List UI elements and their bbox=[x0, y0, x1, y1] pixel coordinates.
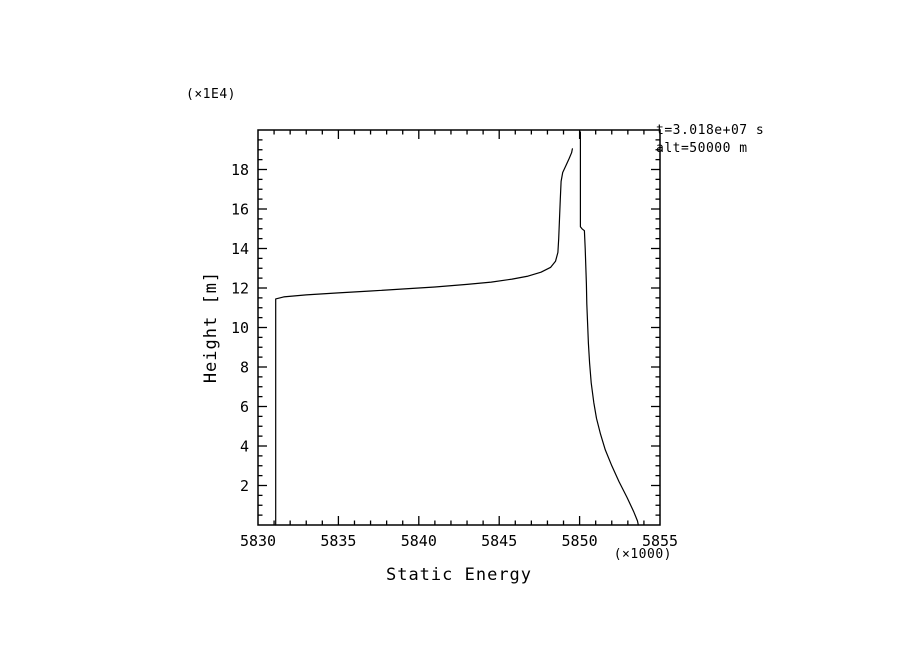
y-tick-label: 4 bbox=[240, 438, 249, 456]
y-tick-label: 14 bbox=[231, 240, 249, 258]
y-axis-unit-label: (×1E4) bbox=[186, 87, 236, 102]
annotation-time: t=3.018e+07 s bbox=[656, 123, 765, 138]
x-tick-label: 5830 bbox=[240, 532, 276, 550]
profile-lower-left-branch bbox=[275, 148, 574, 526]
x-tick-label: 5855 bbox=[642, 532, 678, 550]
y-axis-title: Height [m] bbox=[201, 270, 221, 384]
y-tick-label: 16 bbox=[231, 201, 249, 219]
y-tick-label: 12 bbox=[231, 280, 249, 298]
x-axis-unit-label: (×1000) bbox=[613, 547, 672, 562]
y-tick-label: 6 bbox=[240, 398, 249, 416]
x-tick-label: 5850 bbox=[562, 532, 598, 550]
x-axis-title: Static Energy bbox=[385, 565, 533, 585]
y-tick-label: 2 bbox=[240, 477, 249, 495]
profile-upper-right-branch bbox=[579, 131, 639, 526]
x-tick-label: 5840 bbox=[401, 532, 437, 550]
annotation-altitude: alt=50000 m bbox=[656, 141, 748, 156]
y-tick-label: 8 bbox=[240, 359, 249, 377]
y-tick-label: 10 bbox=[231, 319, 249, 337]
plot-frame bbox=[257, 129, 661, 526]
y-tick-label: 18 bbox=[231, 161, 249, 179]
x-tick-label: 5845 bbox=[481, 532, 517, 550]
x-tick-label: 5835 bbox=[320, 532, 356, 550]
